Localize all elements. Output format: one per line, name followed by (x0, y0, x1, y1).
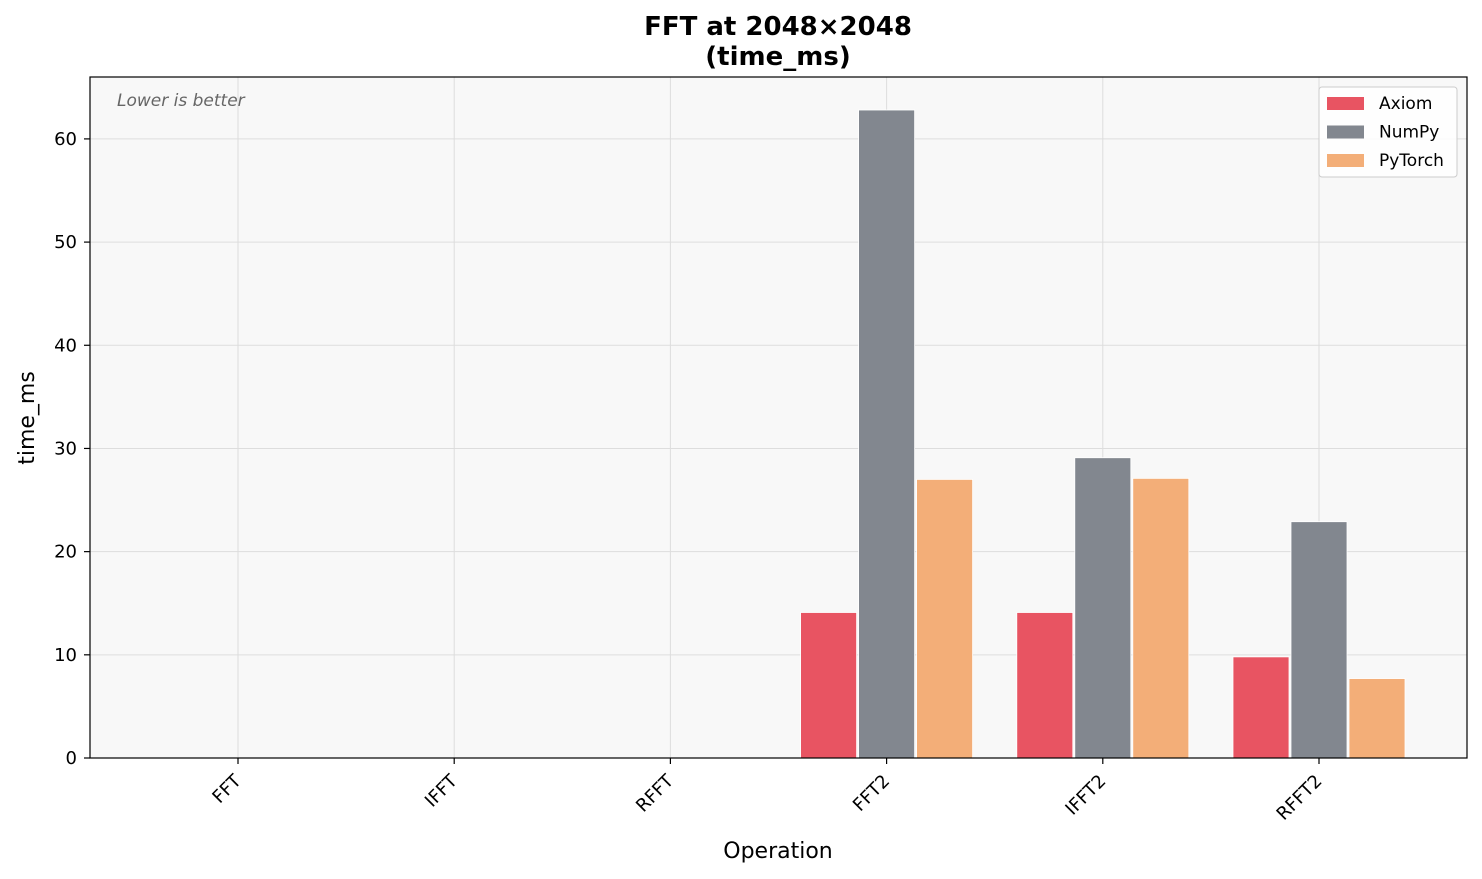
x-tick-label: FFT2 (849, 771, 894, 816)
y-tick-label: 40 (54, 335, 77, 356)
y-tick-label: 60 (54, 129, 77, 150)
y-tick-label: 20 (54, 542, 77, 563)
legend-label-pytorch: PyTorch (1379, 151, 1444, 171)
bar-pytorch-rfft2 (1348, 678, 1406, 759)
plot-area (90, 77, 1467, 758)
legend-label-numpy: NumPy (1379, 123, 1439, 143)
bar-numpy-ifft2 (1074, 457, 1132, 759)
bar-numpy-rfft2 (1290, 521, 1348, 759)
x-tick-label: IFFT (421, 770, 463, 812)
x-tick-label: FFT (208, 770, 246, 808)
bar-numpy-fft2 (858, 109, 915, 759)
y-tick-label: 30 (54, 438, 77, 459)
y-tick-label: 0 (66, 748, 77, 769)
legend: Axiom NumPy PyTorch (1318, 86, 1458, 178)
annotation-lower-is-better: Lower is better (117, 91, 246, 111)
x-axis-label: Operation (723, 839, 832, 864)
x-tick-label: IFFT2 (1061, 771, 1110, 820)
plot-frame (89, 76, 1468, 759)
bar-pytorch-ifft2 (1132, 477, 1190, 759)
bar-axiom-rfft2 (1232, 656, 1290, 759)
x-tick-label: RFFT2 (1273, 771, 1327, 825)
legend-swatch-axiom (1327, 97, 1364, 110)
legend-label-axiom: Axiom (1379, 94, 1432, 114)
x-tick-label: RFFT (632, 770, 679, 817)
y-tick-label: 50 (54, 232, 77, 253)
x-axis-ticks: FFT IFFT RFFT FFT2 IFFT2 RFFT2 (208, 758, 1327, 825)
bar-axiom-fft2 (800, 612, 857, 759)
y-tick-label: 10 (54, 645, 77, 666)
bar-axiom-ifft2 (1016, 612, 1074, 759)
chart-subtitle: (time_ms) (705, 42, 850, 72)
y-axis-ticks: 0 10 20 30 40 50 60 (54, 129, 90, 769)
y-axis-label: time_ms (15, 371, 40, 465)
chart-title: FFT at 2048×2048 (644, 12, 912, 42)
bar-pytorch-fft2 (916, 479, 973, 759)
legend-swatch-numpy (1327, 125, 1364, 139)
bars (800, 109, 1406, 759)
legend-swatch-pytorch (1327, 154, 1364, 167)
